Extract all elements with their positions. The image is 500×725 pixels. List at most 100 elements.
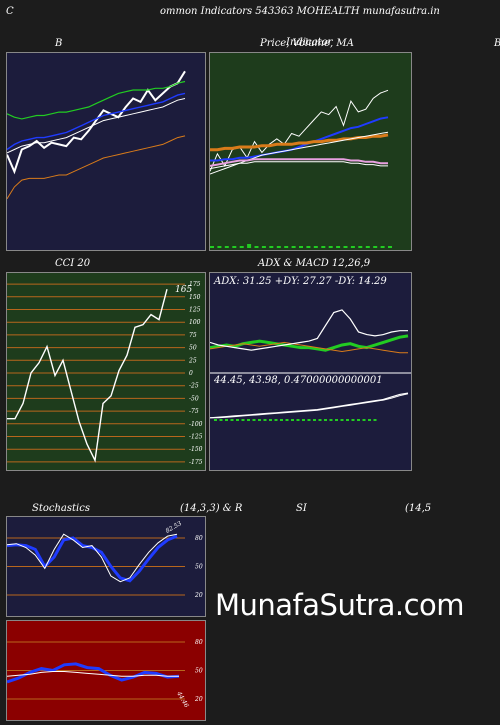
macd-histogram-bar: [335, 419, 338, 421]
stoch-tick-label: 50: [195, 564, 203, 571]
macd-readout: 44.45, 43.98, 0.47000000000001: [214, 375, 383, 386]
volume-bar: [365, 246, 370, 248]
volume-bar: [321, 246, 326, 248]
cci-tick-label: -150: [189, 446, 203, 453]
volume-bar: [343, 246, 348, 248]
stoch-tick-label: 80: [195, 535, 203, 542]
macd-histogram-bar: [285, 419, 289, 421]
cci-tick-label: 175: [189, 281, 201, 288]
volume-bar: [299, 246, 303, 248]
macd-histogram-bar: [346, 419, 349, 421]
volume-bar: [254, 246, 259, 248]
bollinger-chart: [7, 70, 186, 200]
cci-tick-label: -25: [189, 383, 199, 390]
cci-chart: 175 150 125 100 75 50 25 0 -25 -50 -75 -100 -125 -150…: [7, 281, 203, 466]
macd-histogram-bar: [362, 419, 366, 421]
adx-macd-chart: [210, 309, 411, 421]
price-series-5-line: [210, 158, 388, 167]
right-edge-letter: B: [494, 38, 500, 49]
macd-histogram-bar: [247, 419, 250, 421]
volume-bar: [313, 246, 318, 248]
macd-histogram-bar: [214, 419, 217, 421]
price-title-part-2: Volume,: [292, 38, 334, 49]
volume-bar: [276, 246, 281, 248]
cci-tick-label: -75: [189, 408, 199, 415]
cci-tick-label: -50: [189, 395, 199, 402]
stoch-title: Stochastics: [32, 503, 90, 514]
cci-tick-label: 50: [189, 345, 197, 352]
volume-bar: [306, 246, 311, 248]
volume-bar: [210, 246, 214, 248]
cci-tick-label: 25: [188, 357, 197, 364]
macd-histogram-bar: [373, 419, 377, 421]
rsi-series-1-line: [7, 662, 180, 684]
stoch-last-label: 82.53: [165, 520, 184, 535]
bollinger-series-5-line: [7, 135, 186, 200]
rsi-tick-label: 80: [195, 639, 203, 646]
macd-histogram-bar: [324, 419, 327, 421]
bollinger-series-4-line: [7, 80, 186, 120]
header-title: ommon Indicators 543363 MOHEALTH munafas…: [160, 6, 440, 17]
stoch-params: (14,3,3) & R: [180, 503, 243, 514]
cci-last-value-label: 165: [175, 285, 192, 295]
cci-tick-label: -125: [189, 434, 203, 441]
cci-series-1-line: [7, 289, 168, 463]
price-panel: [209, 52, 412, 251]
rsi-tick-label: 20: [194, 696, 203, 703]
volume-bar: [291, 246, 296, 248]
volume-bar: [239, 246, 244, 248]
cci-tick-label: 150: [189, 294, 201, 301]
stoch-series-1-line: [7, 534, 178, 583]
volume-bar: [224, 246, 229, 248]
volume-bar: [269, 246, 274, 248]
cci-tick-label: -175: [189, 459, 203, 466]
macd-histogram-bar: [291, 419, 294, 421]
macd-histogram-bar: [313, 419, 316, 421]
volume-bar: [328, 246, 333, 248]
cci-tick-label: -100: [189, 421, 203, 428]
macd-histogram-bar: [258, 419, 261, 421]
volume-bar: [388, 246, 392, 248]
macd-histogram-bar: [296, 419, 300, 421]
cci-tick-label: 0: [189, 370, 193, 377]
macd-histogram-bar: [225, 419, 228, 421]
price-title: Price, Volume, MA: [260, 38, 354, 49]
macd-histogram-bar: [318, 419, 322, 421]
bollinger-series-3-line: [7, 98, 186, 154]
cci-tick-label: 100: [189, 319, 201, 326]
adx-series-3-line: [210, 309, 408, 351]
rsi-params: (14,5: [405, 503, 432, 514]
macd-histogram-bar: [307, 419, 311, 421]
macd-histogram-bar: [368, 419, 371, 421]
macd-histogram-bar: [219, 419, 223, 421]
macd-histogram-bar: [236, 419, 239, 421]
macd-histogram-bar: [241, 419, 245, 421]
bollinger-panel: [6, 52, 206, 251]
macd-histogram-bar: [263, 419, 267, 421]
volume-bar: [373, 246, 378, 248]
macd-histogram-bar: [340, 419, 344, 421]
volume-bar: [380, 246, 385, 248]
stoch-tick-label: 20: [194, 592, 203, 599]
volume-bar: [217, 246, 222, 248]
volume-bar: [358, 246, 363, 248]
stoch-series-2-line: [7, 533, 178, 583]
macd-histogram-bar: [280, 419, 283, 421]
price-overlay-word: Indicator: [286, 37, 333, 48]
macd-histogram-bar: [252, 419, 256, 421]
rsi-title: SI: [296, 503, 307, 514]
bollinger-series-1-line: [7, 70, 186, 175]
header-left-letter: C: [6, 6, 14, 17]
cci-tick-label: 75: [189, 332, 197, 339]
rsi-tick-label: 50: [195, 668, 203, 675]
macd-series-2-line: [210, 393, 409, 419]
cci-tick-label: 125: [189, 306, 201, 313]
adx-readout: ADX: 31.25 +DY: 27.27 -DY: 14.29: [214, 276, 387, 287]
macd-histogram-bar: [230, 419, 234, 421]
rsi-series-2-line: [7, 671, 179, 677]
price-series-6-line: [210, 161, 388, 170]
stoch-panel: 80 50 20 82.53: [6, 516, 206, 617]
price-chart: [210, 89, 392, 248]
volume-bar: [247, 244, 252, 248]
